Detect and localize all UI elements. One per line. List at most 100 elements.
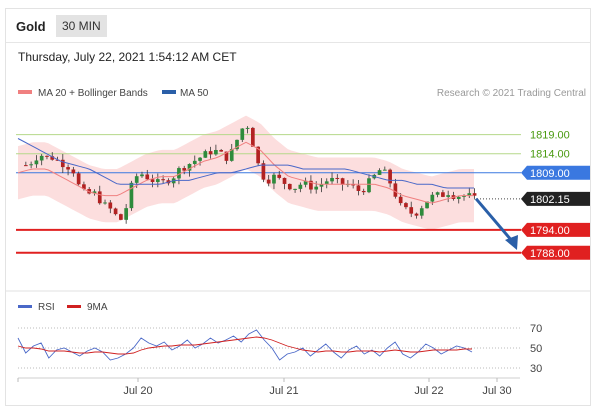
candle-body — [414, 213, 419, 216]
main-plot: MA 20 + Bollinger Bands MA 50 Research ©… — [16, 88, 590, 260]
candle-body — [129, 182, 134, 209]
candle-body — [251, 127, 255, 147]
chart-datetime: Thursday, July 22, 2021 1:54:12 AM CET — [18, 50, 237, 64]
candle-body — [29, 164, 33, 166]
candle-body — [446, 195, 451, 197]
candle-body — [92, 191, 97, 194]
level-tag-support — [521, 245, 590, 260]
legend-ma50-label: MA 50 — [180, 88, 209, 99]
candle-body — [340, 178, 345, 185]
candle-body — [441, 192, 445, 197]
candle-body — [388, 169, 392, 184]
candle-body — [277, 174, 282, 178]
x-tick-label: Jul 20 — [123, 385, 152, 397]
candle-body — [55, 159, 60, 161]
candle-body — [314, 186, 319, 190]
candle-body — [456, 196, 461, 199]
candle-body — [404, 203, 408, 208]
candle-body — [462, 195, 466, 197]
candle-body — [435, 192, 440, 195]
candle-body — [382, 169, 387, 171]
candle-body — [134, 176, 139, 183]
candle-body — [103, 202, 107, 204]
candle-body — [113, 208, 118, 215]
level-label-pivot: 1809.00 — [530, 168, 570, 180]
candle-body — [124, 208, 128, 220]
rsi-line — [17, 329, 473, 361]
candle-body — [409, 207, 414, 214]
projection-arrowhead — [505, 234, 518, 250]
candle-body — [377, 170, 382, 175]
candle-body — [256, 146, 260, 164]
projection-arrow — [474, 197, 514, 242]
candle-body — [155, 179, 160, 182]
candle-body — [224, 151, 229, 161]
candle-body — [203, 151, 208, 158]
candle-body — [182, 168, 187, 171]
legend-9ma-label: 9MA — [87, 302, 108, 313]
candle-body — [324, 181, 329, 185]
candle-body — [161, 179, 165, 181]
level-label-resistance: 1814.00 — [530, 149, 570, 161]
legend-ma50-swatch — [162, 90, 176, 94]
candle-body — [293, 188, 297, 190]
rsi-tick-label: 50 — [530, 343, 542, 355]
candle-body — [108, 202, 113, 209]
candle-body — [266, 179, 271, 184]
candle-body — [198, 157, 202, 161]
candle-body — [119, 214, 123, 220]
candle-body — [150, 179, 155, 182]
candle-body — [219, 149, 224, 152]
current-price-tag — [521, 191, 590, 206]
candle-body — [208, 151, 213, 155]
legend-9ma-swatch — [67, 305, 81, 308]
rsi-tick-label: 70 — [530, 323, 542, 335]
timeframe-badge[interactable]: 30 MIN — [56, 15, 107, 37]
candle-body — [419, 208, 424, 216]
level-label-resistance: 1819.00 — [530, 130, 570, 142]
candle-body — [367, 178, 371, 193]
candle-body — [335, 177, 340, 179]
candle-body — [60, 159, 65, 168]
candle-body — [467, 193, 472, 196]
candle-body — [319, 184, 324, 187]
rsi-panel: RSI 9MA 70 50 30 — [6, 290, 590, 375]
candle-body — [76, 173, 81, 185]
candle-body — [398, 196, 403, 204]
candle-body — [71, 169, 76, 174]
legend-ma20-label: MA 20 + Bollinger Bands — [38, 88, 148, 99]
current-price-label: 1802.15 — [530, 194, 570, 206]
candle-body — [303, 180, 308, 185]
level-label-support: 1794.00 — [530, 225, 570, 237]
rsi-tick-label: 30 — [530, 363, 542, 375]
candle-body — [298, 184, 303, 189]
candle-body — [361, 190, 366, 193]
candle-body — [66, 167, 70, 170]
candle-body — [192, 160, 197, 164]
candle-body — [393, 183, 398, 197]
x-axis: Jul 20 Jul 21 Jul 22 Jul 30 — [17, 377, 520, 397]
candle-body — [282, 177, 287, 184]
ma20-line — [17, 141, 474, 204]
candle-body — [425, 201, 429, 209]
candle-body — [24, 165, 28, 167]
candle-body — [214, 149, 218, 155]
legend-ma20-swatch — [18, 90, 32, 94]
candle-body — [177, 168, 181, 179]
candle-body — [356, 185, 361, 191]
rsi-ma9-line — [17, 336, 472, 355]
level-tag-support — [521, 222, 590, 237]
level-label-support: 1788.00 — [530, 248, 570, 260]
candle-body — [235, 139, 239, 150]
candle-body — [39, 155, 44, 161]
legend-rsi-label: RSI — [38, 302, 55, 313]
legend-rsi-swatch — [18, 305, 32, 308]
candle-body — [240, 128, 245, 140]
candle-body — [82, 184, 86, 190]
candle-body — [34, 160, 39, 165]
candle-body — [430, 194, 435, 202]
candle-body — [351, 184, 355, 186]
candle-body — [272, 174, 276, 184]
candle-body — [261, 163, 266, 180]
